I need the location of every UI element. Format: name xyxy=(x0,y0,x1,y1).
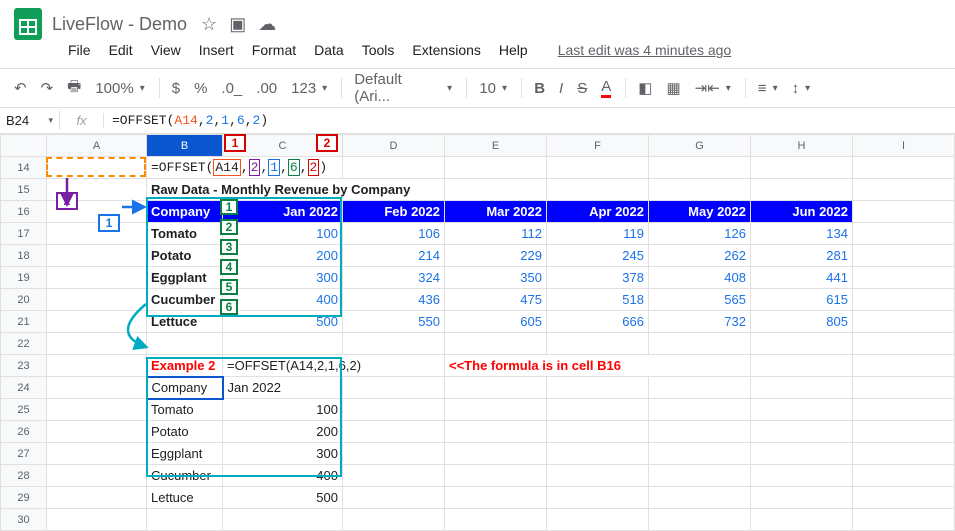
menu-extensions[interactable]: Extensions xyxy=(412,42,480,58)
menu-insert[interactable]: Insert xyxy=(199,42,234,58)
row-header[interactable]: 30 xyxy=(1,509,47,531)
ex2-hdr-jan[interactable]: Jan 2022 xyxy=(223,377,343,399)
cell-name[interactable]: Tomato xyxy=(147,223,223,245)
row-header[interactable]: 20 xyxy=(1,289,47,311)
anno-green-3: 3 xyxy=(220,239,238,255)
menu-data[interactable]: Data xyxy=(314,42,344,58)
hdr-jun[interactable]: Jun 2022 xyxy=(751,201,853,223)
col-header-e[interactable]: E xyxy=(445,135,547,157)
anno-red-2: 2 xyxy=(316,134,338,152)
print-icon[interactable]: 🖶 xyxy=(61,72,87,105)
example2-note[interactable]: <<The formula is in cell B16 xyxy=(445,355,751,377)
row-header[interactable]: 14 xyxy=(1,157,47,179)
toolbar: ↶ ↷ 🖶 100% $ % .0_ .00 123 Default (Ari.… xyxy=(0,68,955,108)
anno-green-2: 2 xyxy=(220,219,238,235)
row-header[interactable]: 22 xyxy=(1,333,47,355)
row-header[interactable]: 27 xyxy=(1,443,47,465)
name-box[interactable]: B24 xyxy=(0,111,60,130)
row-header[interactable]: 18 xyxy=(1,245,47,267)
anno-green-5: 5 xyxy=(220,279,238,295)
anno-red-1: 1 xyxy=(224,134,246,152)
undo-icon[interactable]: ↶ xyxy=(8,75,33,101)
row-header[interactable]: 19 xyxy=(1,267,47,289)
row-header[interactable]: 21 xyxy=(1,311,47,333)
cell-a14[interactable] xyxy=(47,157,147,179)
redo-icon[interactable]: ↷ xyxy=(35,75,60,101)
font-size-dropdown[interactable]: 10 xyxy=(473,76,513,101)
strike-icon[interactable]: S xyxy=(571,76,593,101)
col-header-h[interactable]: H xyxy=(751,135,853,157)
col-header-i[interactable]: I xyxy=(853,135,955,157)
menu-file[interactable]: File xyxy=(68,42,91,58)
row-header[interactable]: 28 xyxy=(1,465,47,487)
row-header[interactable]: 26 xyxy=(1,421,47,443)
number-format-dropdown[interactable]: 123 xyxy=(285,76,333,101)
cloud-icon[interactable]: ☁ xyxy=(258,14,276,35)
zoom-dropdown[interactable]: 100% xyxy=(89,76,150,101)
borders-icon[interactable]: ▦ xyxy=(660,75,686,101)
cell-b14-formula[interactable]: =OFFSET(A14,2,1,6,2) xyxy=(147,157,343,179)
increase-decimal-icon[interactable]: .00 xyxy=(250,76,283,101)
hdr-company[interactable]: Company xyxy=(147,201,223,223)
row-header[interactable]: 24 xyxy=(1,377,47,399)
select-all-icon[interactable] xyxy=(1,135,47,157)
fx-icon: fx xyxy=(60,113,104,128)
font-dropdown[interactable]: Default (Ari... xyxy=(348,67,458,109)
document-title[interactable]: LiveFlow - Demo xyxy=(52,14,187,35)
halign-icon[interactable]: ≡ xyxy=(752,76,784,101)
row-header[interactable]: 23 xyxy=(1,355,47,377)
anno-green-6: 6 xyxy=(220,299,238,315)
row-header[interactable]: 17 xyxy=(1,223,47,245)
col-header-f[interactable]: F xyxy=(547,135,649,157)
anno-green-1: 1 xyxy=(220,199,238,215)
hdr-apr[interactable]: Apr 2022 xyxy=(547,201,649,223)
currency-icon[interactable]: $ xyxy=(166,76,186,101)
italic-icon[interactable]: I xyxy=(553,76,569,101)
menu-help[interactable]: Help xyxy=(499,42,528,58)
hdr-feb[interactable]: Feb 2022 xyxy=(343,201,445,223)
bold-icon[interactable]: B xyxy=(528,76,551,101)
star-icon[interactable]: ☆ xyxy=(201,14,217,35)
menu-format[interactable]: Format xyxy=(252,42,296,58)
row-header[interactable]: 16 xyxy=(1,201,47,223)
percent-icon[interactable]: % xyxy=(188,76,213,101)
move-icon[interactable]: ▣ xyxy=(229,14,246,35)
menu-tools[interactable]: Tools xyxy=(362,42,395,58)
last-edit-link[interactable]: Last edit was 4 minutes ago xyxy=(558,42,732,58)
menu-view[interactable]: View xyxy=(151,42,181,58)
example2-formula-text[interactable]: =OFFSET(A14,2,1,6,2) xyxy=(223,355,445,377)
decrease-decimal-icon[interactable]: .0_ xyxy=(215,76,248,101)
sheets-logo-icon[interactable] xyxy=(8,4,48,44)
cell-val[interactable]: 100 xyxy=(223,223,343,245)
fill-color-icon[interactable]: ◧ xyxy=(632,75,658,101)
menu-edit[interactable]: Edit xyxy=(109,42,133,58)
hdr-may[interactable]: May 2022 xyxy=(649,201,751,223)
row-header[interactable]: 15 xyxy=(1,179,47,201)
hdr-mar[interactable]: Mar 2022 xyxy=(445,201,547,223)
ex2-hdr-company[interactable]: Company xyxy=(147,377,223,399)
anno-blue-1: 1 xyxy=(98,214,120,232)
text-color-icon[interactable]: A xyxy=(595,74,617,102)
spreadsheet-grid[interactable]: A B C D E F G H I 14 =OFFSET(A14,2,1,6,2… xyxy=(0,134,955,531)
row-header[interactable]: 25 xyxy=(1,399,47,421)
example2-label[interactable]: Example 2 xyxy=(147,355,223,377)
col-header-b[interactable]: B xyxy=(147,135,223,157)
row-header[interactable]: 29 xyxy=(1,487,47,509)
raw-data-title[interactable]: Raw Data - Monthly Revenue by Company xyxy=(147,179,445,201)
merge-icon[interactable]: ⇥⇤ xyxy=(689,75,737,101)
col-header-a[interactable]: A xyxy=(47,135,147,157)
anno-purple-2: 2 xyxy=(56,192,78,210)
col-header-d[interactable]: D xyxy=(343,135,445,157)
formula-bar-input[interactable]: =OFFSET(A14,2,1,6,2) xyxy=(104,111,955,130)
valign-icon[interactable]: ↕ xyxy=(786,76,817,101)
anno-green-4: 4 xyxy=(220,259,238,275)
col-header-g[interactable]: G xyxy=(649,135,751,157)
hdr-jan[interactable]: Jan 2022 xyxy=(223,201,343,223)
